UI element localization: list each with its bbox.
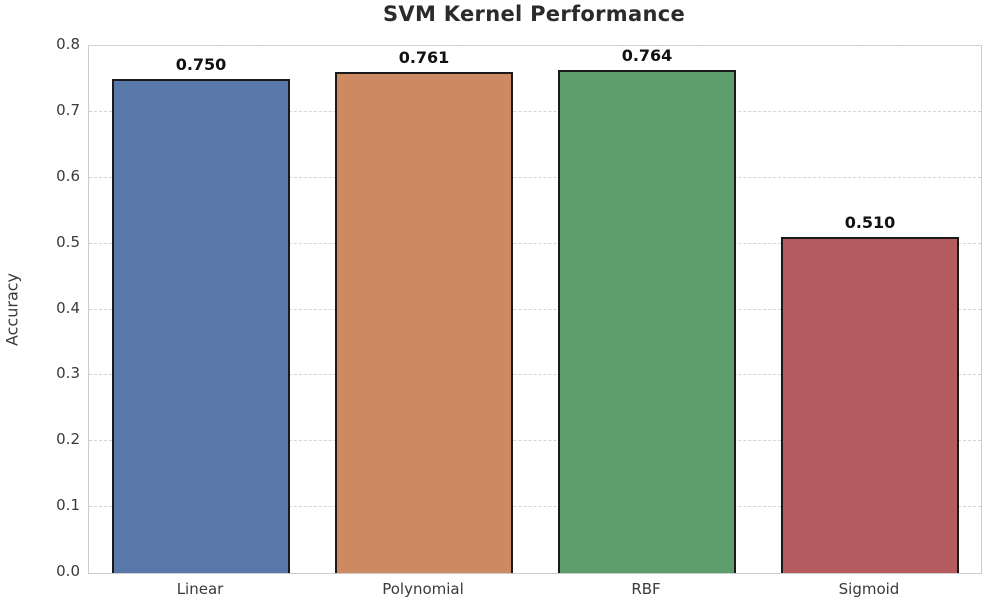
- chart-title: SVM Kernel Performance: [383, 2, 685, 26]
- gridline: [89, 440, 981, 442]
- ytick-label: 0.6: [56, 166, 80, 185]
- gridline: [89, 242, 981, 244]
- xtick-label: Linear: [176, 580, 224, 598]
- bar-value-label: 0.510: [844, 213, 896, 232]
- ytick-label: 0.8: [56, 35, 80, 53]
- bar-polynomial: [335, 72, 513, 573]
- gridline: [89, 308, 981, 310]
- ytick-label: 0.5: [56, 232, 80, 251]
- bar-sigmoid: [781, 237, 959, 573]
- gridline: [89, 45, 981, 46]
- gridline: [89, 110, 981, 112]
- bar-rbf: [558, 70, 736, 573]
- bar-value-label: 0.764: [621, 46, 673, 65]
- ytick-label: 0.7: [56, 100, 80, 119]
- xtick-label: RBF: [631, 580, 661, 598]
- ytick-label: 0.1: [56, 496, 80, 515]
- bar-value-label: 0.761: [398, 48, 450, 67]
- ytick-label: 0.2: [56, 430, 80, 449]
- bar-linear: [112, 79, 290, 573]
- gridline: [89, 176, 981, 178]
- ytick-label: 0.3: [56, 364, 80, 383]
- y-axis-label: Accuracy: [2, 272, 22, 347]
- plot-area: 0.750 0.761 0.764 0.510: [88, 45, 982, 574]
- ytick-label: 0.4: [56, 298, 80, 317]
- ytick-label: 0.0: [56, 562, 80, 580]
- gridline: [89, 506, 981, 508]
- xtick-label: Sigmoid: [838, 580, 900, 598]
- xtick-label: Polynomial: [382, 580, 464, 598]
- gridline: [89, 374, 981, 376]
- bar-value-label: 0.750: [175, 55, 227, 74]
